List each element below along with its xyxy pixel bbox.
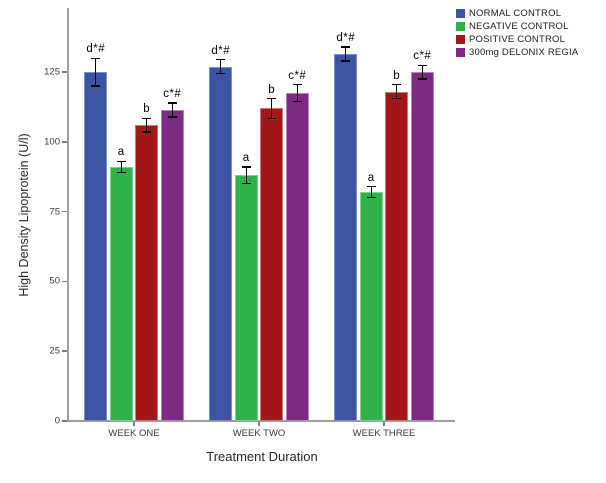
bar [385, 91, 409, 421]
bar [209, 66, 233, 421]
y-axis-line [67, 8, 69, 422]
x-tick [258, 422, 260, 426]
error-bar-cap [267, 117, 277, 119]
x-tick [133, 422, 135, 426]
significance-label: b [268, 83, 276, 96]
x-tick-label: WEEK THREE [352, 428, 416, 439]
error-bar [345, 47, 347, 61]
y-tick-label: 0 [54, 415, 60, 427]
error-bar-cap [292, 100, 302, 103]
y-tick [62, 71, 67, 73]
error-bar-cap [392, 84, 402, 86]
error-bar-cap [216, 58, 226, 61]
bar [234, 175, 258, 421]
significance-label: a [117, 146, 125, 159]
y-tick-label: 125 [44, 66, 60, 78]
significance-label: a [242, 152, 250, 165]
error-bar-cap [366, 197, 376, 199]
legend: NORMAL CONTROL NEGATIVE CONTROL POSITIVE C… [456, 8, 579, 61]
bar [359, 192, 383, 421]
legend-label: NORMAL CONTROL [469, 8, 562, 19]
error-bar-cap [241, 166, 251, 168]
y-tick [62, 210, 67, 213]
error-bar-cap [142, 117, 152, 119]
bar [410, 72, 434, 421]
error-bar [296, 84, 298, 102]
error-bar [421, 65, 423, 80]
error-bar [396, 84, 398, 99]
legend-item: NORMAL CONTROL [456, 8, 578, 19]
bar [260, 108, 284, 421]
significance-label: b [143, 103, 151, 116]
error-bar-cap [91, 85, 101, 87]
x-tick-label: WEEK ONE [108, 428, 160, 439]
error-bar [245, 167, 247, 184]
legend-label: POSITIVE CONTROL [469, 34, 566, 45]
error-bar-cap [267, 97, 277, 100]
x-tick-label: WEEK TWO [232, 428, 286, 439]
y-tick [62, 350, 67, 352]
significance-label: b [393, 69, 401, 82]
x-axis-line [63, 420, 455, 422]
bar [109, 167, 133, 421]
significance-label: c*# [413, 50, 432, 63]
legend-label: NEGATIVE CONTROL [469, 21, 569, 32]
significance-label: c*# [288, 69, 307, 82]
bar [285, 93, 309, 421]
error-bar-cap [392, 97, 402, 100]
legend-swatch [456, 22, 465, 31]
error-bar-cap [417, 78, 427, 80]
significance-label: a [367, 171, 375, 184]
error-bar-cap [341, 60, 351, 62]
bar [160, 109, 184, 421]
significance-label: c*# [163, 87, 182, 100]
y-tick-label: 75 [49, 206, 60, 218]
error-bar-cap [417, 64, 427, 66]
bar [84, 72, 108, 421]
y-tick [62, 420, 67, 422]
bar [135, 125, 159, 421]
error-bar-cap [167, 102, 177, 104]
error-bar [370, 186, 372, 198]
significance-label: d*# [86, 43, 106, 56]
legend-item: 300mg DELONIX REGIA [456, 47, 579, 58]
legend-swatch [456, 48, 465, 57]
error-bar [220, 59, 222, 74]
y-tick-label: 25 [49, 345, 60, 357]
significance-label: d*# [211, 44, 231, 57]
error-bar-cap [91, 57, 101, 59]
x-tick [383, 422, 385, 426]
error-bar-cap [241, 183, 251, 185]
y-tick-label: 100 [44, 136, 60, 148]
plot-area: d*# d*# d*# a a a b b b c*# c*# c*# [69, 8, 455, 421]
error-bar [146, 118, 148, 133]
legend-label: 300mg DELONIX REGIA [469, 47, 579, 58]
error-bar-cap [142, 131, 152, 133]
error-bar-cap [216, 72, 226, 75]
error-bar-cap [116, 160, 126, 163]
error-bar [120, 161, 122, 173]
error-bar-cap [366, 185, 376, 188]
bar [334, 54, 358, 421]
error-bar-cap [167, 116, 177, 118]
legend-swatch [456, 9, 465, 18]
y-tick [62, 280, 67, 283]
y-tick [62, 141, 67, 143]
error-bar-cap [341, 46, 351, 48]
legend-item: POSITIVE CONTROL [456, 34, 578, 45]
error-bar [271, 98, 273, 119]
x-axis-title: Treatment Duration [206, 449, 318, 464]
legend-swatch [456, 35, 465, 44]
error-bar-cap [292, 84, 302, 86]
legend-item: NEGATIVE CONTROL [456, 21, 578, 32]
significance-label: d*# [336, 32, 356, 45]
error-bar-cap [116, 171, 126, 174]
error-bar [171, 102, 173, 117]
y-tick-label: 50 [49, 275, 60, 287]
error-bar [95, 58, 97, 87]
